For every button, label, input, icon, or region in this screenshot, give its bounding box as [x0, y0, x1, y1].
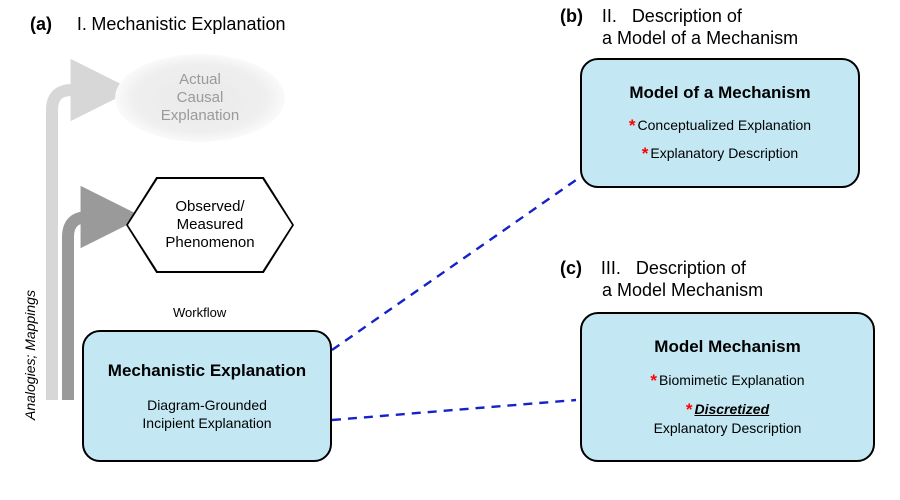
- hex-line-1: Measured: [177, 216, 244, 234]
- star-icon: *: [686, 400, 693, 419]
- star-icon: *: [650, 371, 657, 390]
- box-c-item-0: *Biomimetic Explanation: [650, 370, 804, 391]
- model-mechanism-box: Model Mechanism *Biomimetic Explanation …: [580, 312, 875, 462]
- cloud-line-2: Explanation: [161, 107, 239, 125]
- panel-c-title-1: a Model Mechanism: [602, 280, 763, 301]
- hex-line-0: Observed/: [175, 198, 244, 216]
- panel-a-label: (a): [30, 14, 52, 34]
- cloud-line-0: Actual: [179, 71, 221, 89]
- box-b-item-0: *Conceptualized Explanation: [629, 115, 811, 136]
- star-icon: *: [629, 116, 636, 135]
- panel-a-title: Mechanistic Explanation: [91, 14, 285, 34]
- panel-b-title-1: a Model of a Mechanism: [602, 28, 798, 49]
- box-a-line-0: Diagram-Grounded: [147, 397, 267, 415]
- panel-b-title-0: Description of: [632, 6, 742, 26]
- hex-line-2: Phenomenon: [165, 234, 254, 252]
- observed-measured-hexagon: Observed/ Measured Phenomenon: [128, 179, 292, 271]
- box-b-item-1-text: Explanatory Description: [650, 145, 798, 161]
- panel-c-title-0: Description of: [636, 258, 746, 278]
- star-icon: *: [642, 144, 649, 163]
- box-b-title: Model of a Mechanism: [629, 82, 810, 103]
- analogies-mappings-label: Analogies; Mappings: [22, 290, 38, 420]
- box-c-item-0-text: Biomimetic Explanation: [659, 372, 805, 388]
- workflow-label: Workflow: [173, 305, 226, 320]
- model-of-mechanism-box: Model of a Mechanism *Conceptualized Exp…: [580, 58, 860, 188]
- cloud-line-1: Causal: [177, 89, 224, 107]
- box-c-item-1: *Discretized Explanatory Description: [654, 399, 802, 438]
- box-a-line-1: Incipient Explanation: [142, 415, 271, 433]
- box-c-title: Model Mechanism: [654, 336, 800, 357]
- box-b-item-1: *Explanatory Description: [642, 143, 798, 164]
- actual-causal-explanation-cloud: Actual Causal Explanation: [115, 54, 285, 142]
- mechanistic-explanation-box: Mechanistic Explanation Diagram-Grounded…: [82, 330, 332, 462]
- panel-c-numeral: III.: [601, 258, 621, 278]
- panel-c-label: (c): [560, 258, 582, 278]
- panel-b-label: (b): [560, 6, 583, 26]
- panel-a-numeral: I.: [77, 14, 87, 34]
- box-b-item-0-text: Conceptualized Explanation: [638, 117, 812, 133]
- panel-b-numeral: II.: [602, 6, 617, 26]
- box-c-item-1-prefix: Discretized: [694, 401, 769, 417]
- box-c-item-1-text: Explanatory Description: [654, 420, 802, 436]
- box-a-title: Mechanistic Explanation: [108, 360, 306, 381]
